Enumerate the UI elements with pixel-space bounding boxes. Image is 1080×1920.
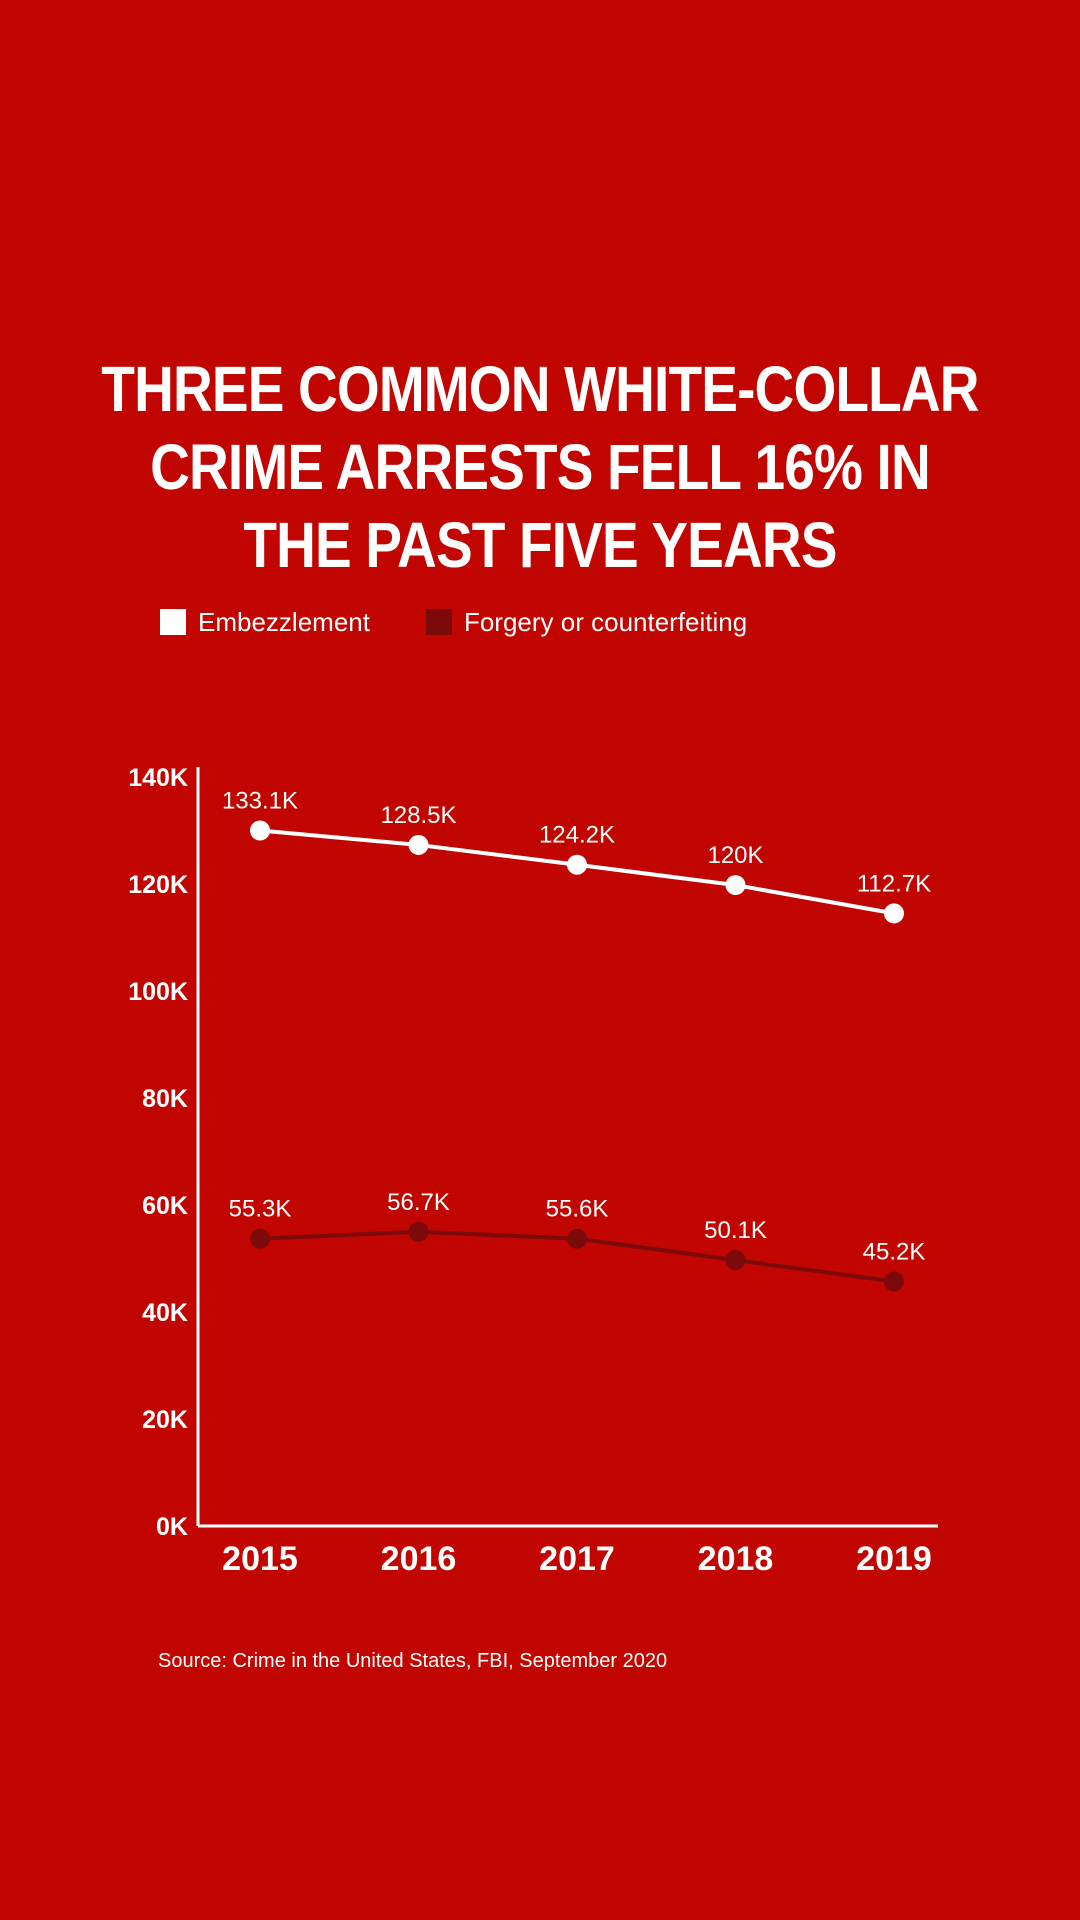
data-label: 55.6K xyxy=(546,1196,609,1223)
source-note: Source: Crime in the United States, FBI,… xyxy=(158,1650,668,1672)
chart-title-line-1: THREE COMMON WHITE-COLLAR xyxy=(101,353,979,425)
data-point xyxy=(250,820,270,841)
chart-title: THREE COMMON WHITE-COLLAR CRIME ARRESTS … xyxy=(76,350,1005,584)
chart-title-line-2: CRIME ARRESTS FELL 16% IN xyxy=(150,431,931,503)
data-point xyxy=(725,875,746,896)
data-label: 56.7K xyxy=(387,1189,450,1216)
data-point xyxy=(884,1271,904,1292)
y-tick-label: 140K xyxy=(128,764,188,792)
data-label: 133.1K xyxy=(222,788,298,815)
line-chart: 0K 20K 40K 60K 80K 100K 120K 140K 2015 2016 2017 20… xyxy=(128,764,938,1578)
legend: Embezzlement Forgery or counterfeiting xyxy=(160,604,803,640)
x-tick-label: 2015 xyxy=(222,1540,298,1578)
y-tick-label: 0K xyxy=(156,1513,188,1541)
x-tick-label: 2018 xyxy=(698,1540,774,1578)
y-tick-label: 20K xyxy=(142,1406,188,1434)
data-label: 45.2K xyxy=(863,1239,926,1266)
data-point xyxy=(725,1250,746,1271)
data-point xyxy=(408,1221,429,1242)
data-point xyxy=(567,854,587,875)
legend-item-embezzlement: Embezzlement xyxy=(160,607,370,638)
legend-swatch-embezzlement xyxy=(160,609,186,635)
legend-label-embezzlement: Embezzlement xyxy=(198,606,370,637)
legend-swatch-forgery xyxy=(425,609,452,635)
chart-title-line-3: THE PAST FIVE YEARS xyxy=(243,509,837,581)
y-tick-label: 120K xyxy=(128,871,188,899)
y-tick-label: 100K xyxy=(128,978,188,1006)
y-tick-label: 80K xyxy=(142,1085,188,1113)
data-label: 55.3K xyxy=(229,1196,292,1223)
data-point xyxy=(884,903,904,924)
legend-item-forgery: Forgery or counterfeiting xyxy=(425,606,748,638)
data-label: 124.2K xyxy=(539,822,615,849)
x-tick-label: 2017 xyxy=(539,1540,615,1578)
y-tick-label: 60K xyxy=(142,1192,188,1220)
data-label: 112.7K xyxy=(857,870,931,897)
legend-label-forgery: Forgery or counterfeiting xyxy=(463,606,748,637)
data-point xyxy=(408,834,429,855)
data-point xyxy=(250,1228,270,1249)
data-label: 120K xyxy=(707,842,763,869)
data-point xyxy=(567,1228,587,1249)
y-tick-label: 40K xyxy=(142,1299,188,1327)
x-tick-label: 2019 xyxy=(856,1540,932,1578)
data-label: 128.5K xyxy=(380,802,456,829)
data-label: 50.1K xyxy=(704,1217,767,1244)
x-tick-label: 2016 xyxy=(381,1540,457,1578)
